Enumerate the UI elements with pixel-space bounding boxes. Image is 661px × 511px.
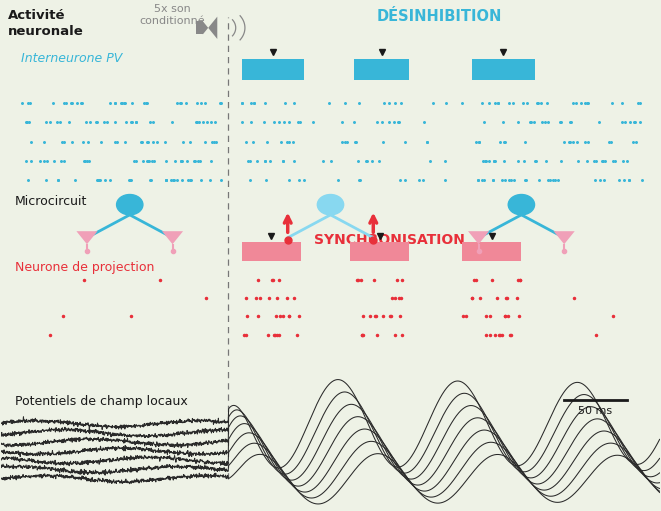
Text: Interneurone PV: Interneurone PV — [21, 52, 122, 65]
Bar — [350, 242, 409, 261]
Polygon shape — [203, 17, 217, 39]
Bar — [242, 242, 301, 261]
Bar — [472, 59, 535, 80]
Text: Activité
neuronale: Activité neuronale — [8, 9, 84, 38]
Bar — [242, 59, 304, 80]
Text: SYNCHRONISATION: SYNCHRONISATION — [314, 233, 465, 247]
Text: 5x son
conditionné: 5x son conditionné — [139, 4, 206, 26]
Text: DÉSINHIBITION: DÉSINHIBITION — [376, 9, 502, 24]
Bar — [354, 59, 409, 80]
Text: Potentiels de champ locaux: Potentiels de champ locaux — [15, 396, 187, 408]
Bar — [462, 242, 522, 261]
Polygon shape — [468, 231, 489, 244]
Circle shape — [116, 195, 143, 215]
Circle shape — [317, 195, 344, 215]
Text: 50 ms: 50 ms — [578, 406, 613, 416]
Polygon shape — [554, 231, 574, 244]
Polygon shape — [77, 231, 97, 244]
Text: Neurone de projection: Neurone de projection — [15, 261, 154, 273]
Circle shape — [508, 195, 535, 215]
Polygon shape — [162, 231, 183, 244]
FancyBboxPatch shape — [196, 21, 203, 34]
Text: Microcircuit: Microcircuit — [15, 195, 87, 207]
